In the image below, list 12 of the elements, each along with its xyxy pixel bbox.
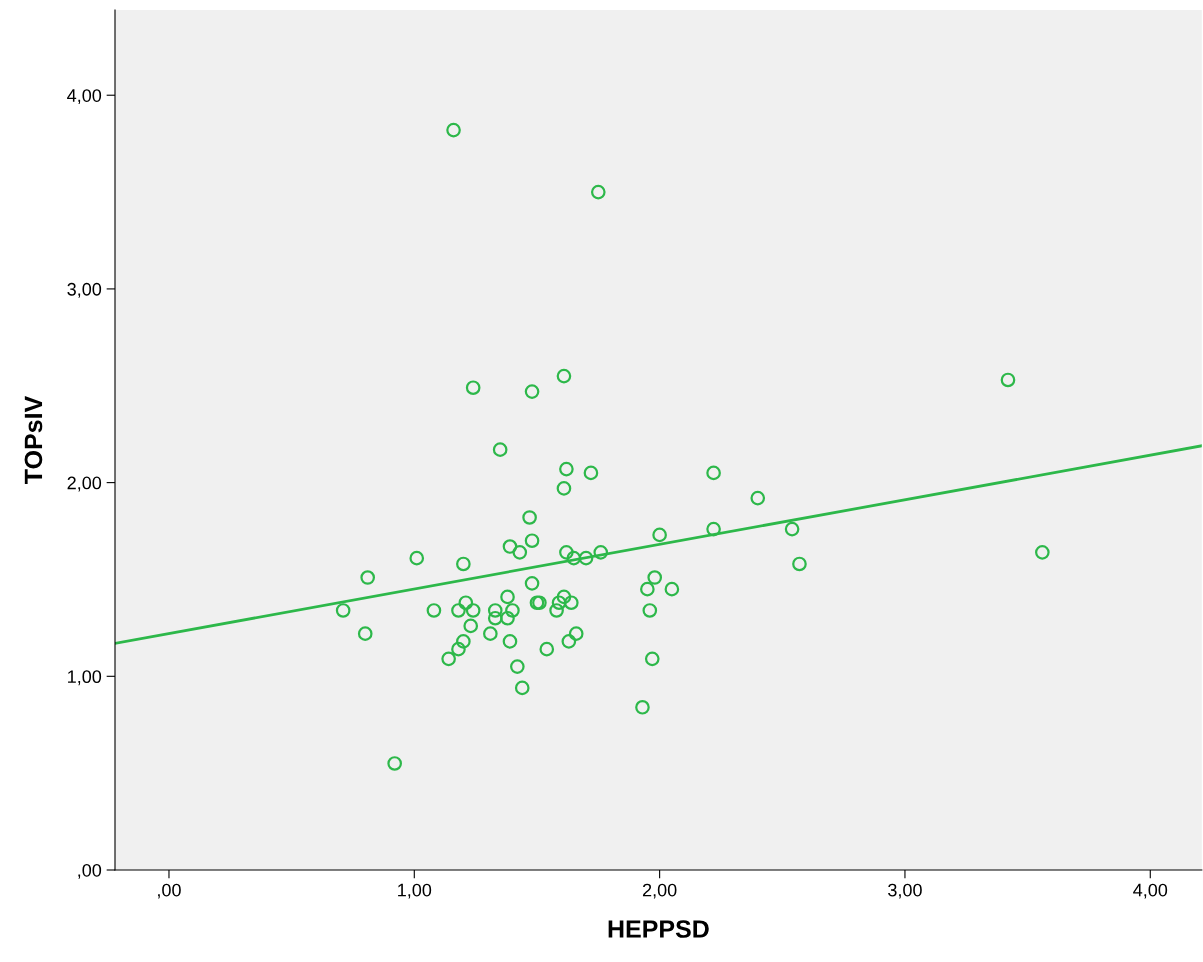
x-tick-label: 4,00: [1133, 883, 1168, 899]
y-tick-label: 1,00: [68, 670, 102, 686]
x-tick-label: 2,00: [642, 883, 677, 899]
x-axis-title: HEPPSD: [608, 920, 709, 938]
y-tick-label: 2,00: [67, 476, 102, 492]
x-tick-label: ,00: [158, 883, 181, 899]
x-tick-label: 3,00: [888, 883, 922, 899]
y-tick-label: 3,00: [67, 282, 102, 298]
x-tick-label: 1,00: [398, 883, 432, 899]
y-axis-title: TOPsIV: [24, 395, 43, 484]
y-tick-label: ,00: [78, 863, 102, 879]
y-tick-label: 4,00: [67, 89, 102, 105]
